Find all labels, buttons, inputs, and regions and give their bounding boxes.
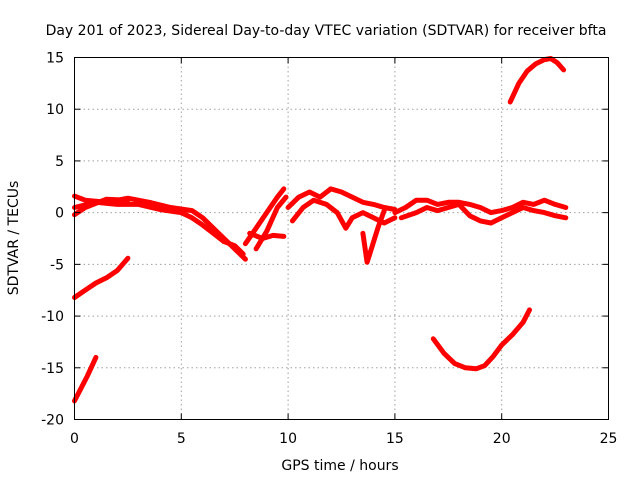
series-arc-bottom — [430, 307, 532, 372]
y-tick-label: 0 — [55, 206, 64, 222]
x-tick-label: 0 — [70, 431, 79, 447]
y-tick-label: -5 — [50, 257, 64, 273]
axis-ticks: 0 5 10 15 20 25 -20 -15 -10 -5 0 5 10 15 — [41, 51, 617, 448]
y-tick-label: 5 — [55, 154, 64, 170]
data-series — [72, 56, 569, 404]
series-seg-left-low — [72, 354, 99, 404]
plot-frame — [74, 57, 609, 420]
x-axis-label: GPS time / hours — [281, 458, 398, 474]
y-tick-label: 15 — [46, 51, 64, 67]
series-late-b — [398, 201, 569, 226]
y-axis-label: SDTVAR / TECUs — [6, 181, 22, 296]
series-arc-top — [507, 56, 567, 105]
x-tick-label: 25 — [600, 431, 618, 447]
series-mid-e — [289, 197, 398, 231]
x-tick-label: 5 — [177, 431, 186, 447]
x-tick-label: 20 — [493, 431, 511, 447]
x-tick-label: 15 — [386, 431, 404, 447]
series-seg-left-mid — [72, 255, 131, 300]
y-tick-label: -15 — [41, 361, 64, 377]
series-late-a — [392, 197, 569, 216]
series-mid-c — [253, 194, 289, 252]
grid — [74, 57, 609, 420]
series-mid-d — [285, 186, 398, 212]
y-tick-label: -10 — [41, 309, 64, 325]
y-tick-label: 10 — [46, 102, 64, 118]
series-main-band-a — [72, 193, 248, 262]
x-tick-label: 10 — [279, 431, 297, 447]
chart-title: Day 201 of 2023, Sidereal Day-to-day VTE… — [46, 23, 607, 39]
series-band-c — [72, 196, 131, 218]
series-main-band-b — [72, 199, 246, 257]
series-dip — [360, 208, 387, 265]
series-mid-b — [247, 230, 287, 241]
y-tick-label: -20 — [41, 413, 64, 429]
